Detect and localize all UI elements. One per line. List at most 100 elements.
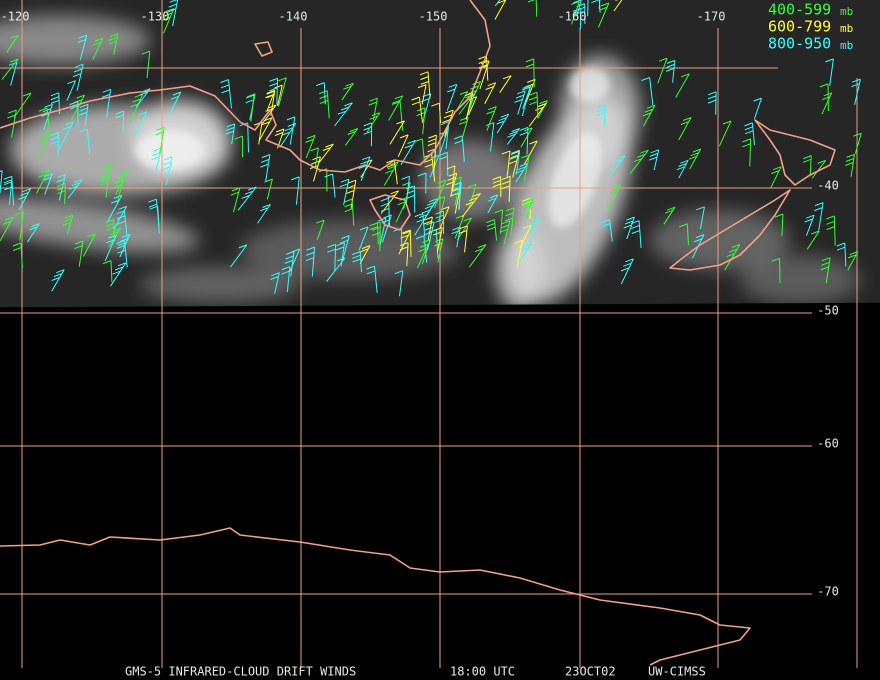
wind-barb: [161, 156, 173, 186]
wind-barb: [825, 58, 834, 86]
nz-south-island: [669, 189, 791, 271]
wind-barb: [648, 149, 660, 171]
wind-barb: [528, 217, 541, 243]
wind-barb: [678, 117, 692, 141]
wind-barb: [506, 128, 521, 145]
wind-barb: [343, 198, 355, 226]
wind-barb: [423, 153, 436, 182]
wind-barb: [3, 179, 13, 205]
latitude-label: -70: [817, 585, 839, 599]
longitude-label: -160: [558, 10, 587, 24]
wind-barb: [358, 226, 369, 251]
wind-barb: [109, 262, 127, 287]
wind-barb: [811, 159, 827, 179]
wind-barb: [389, 120, 405, 145]
wind-barb: [414, 213, 426, 237]
wind-barbs: [0, 0, 862, 297]
wind-barb: [804, 214, 815, 236]
wind-barb: [522, 84, 532, 110]
wind-barb: [411, 96, 423, 123]
legend-unit: mb: [840, 22, 853, 35]
wind-barb: [220, 79, 232, 109]
latitude-label: -50: [817, 304, 839, 318]
wind-barb: [67, 178, 83, 199]
wind-barb: [394, 270, 404, 297]
wind-barb: [132, 111, 148, 138]
wind-barb: [454, 135, 465, 162]
wind-barb: [397, 134, 409, 157]
wind-barb: [806, 230, 820, 250]
wind-barb: [225, 123, 236, 145]
nz-north-island: [754, 119, 836, 186]
wind-barb: [446, 165, 456, 191]
wind-barb: [423, 216, 433, 240]
wind-barb: [630, 220, 642, 249]
wind-barb: [15, 211, 24, 241]
wind-barb: [291, 176, 300, 205]
wind-barb: [451, 226, 461, 248]
wind-barb: [3, 175, 15, 206]
wind-barb: [820, 257, 831, 284]
wind-barb: [518, 243, 533, 263]
wind-barb: [257, 204, 271, 224]
wind-barb: [742, 138, 752, 167]
wind-barb: [461, 193, 481, 218]
longitude-label: -130: [141, 10, 170, 24]
wind-barb: [167, 0, 179, 27]
wind-barb: [587, 0, 589, 17]
wind-barb: [510, 149, 521, 175]
wind-barb: [679, 223, 689, 246]
wind-barb: [718, 120, 732, 147]
wind-barb: [59, 121, 74, 148]
wind-barb: [492, 176, 502, 198]
wind-barb: [141, 50, 151, 79]
legend: 400-599 mb 600-799 mb 800-950 mb: [768, 1, 853, 53]
australia-coast: [0, 0, 491, 173]
wind-barb: [826, 215, 836, 246]
wind-barb: [591, 0, 601, 13]
wind-barb: [484, 82, 497, 105]
wind-barb: [770, 166, 782, 188]
wind-barb: [359, 245, 371, 265]
wind-barb: [12, 242, 23, 268]
wind-barb: [629, 149, 649, 175]
wind-barb: [663, 206, 676, 225]
wind-barb: [525, 58, 535, 88]
wind-barb: [802, 155, 812, 177]
wind-barb: [270, 272, 280, 294]
wind-barb: [519, 126, 529, 155]
wind-barb: [237, 186, 257, 211]
wind-barb: [514, 239, 523, 268]
wind-barb: [494, 209, 504, 234]
legend-label: 400-599: [768, 1, 831, 19]
wind-barb: [528, 91, 539, 119]
wind-barb: [417, 84, 427, 105]
wind-barb: [50, 92, 60, 114]
wind-barb: [696, 206, 705, 230]
wind-barb: [77, 34, 88, 61]
wind-barb: [51, 269, 65, 292]
wind-barb: [286, 116, 296, 145]
wind-barb: [279, 122, 297, 148]
wind-barb: [264, 178, 273, 200]
wind-barb: [402, 229, 412, 257]
wind-barb: [346, 179, 357, 209]
wind-barb: [151, 147, 163, 173]
wind-barb: [305, 134, 316, 159]
antarctica-coast: [0, 527, 751, 666]
wind-barb: [229, 244, 248, 268]
wind-barb: [433, 227, 443, 253]
wind-barb: [18, 188, 32, 211]
wind-barb: [771, 257, 781, 284]
wind-barb: [316, 82, 326, 105]
wind-barb: [836, 242, 847, 267]
footer-date: 23OCT02: [565, 665, 616, 679]
wind-barb: [623, 216, 635, 240]
latitude-label: -40: [817, 179, 839, 193]
wind-barb: [247, 93, 256, 121]
wind-barb: [380, 197, 391, 227]
wind-barb: [515, 162, 529, 183]
wind-barb: [0, 216, 14, 242]
longitude-label: -170: [697, 10, 726, 24]
wind-barb: [56, 173, 67, 201]
